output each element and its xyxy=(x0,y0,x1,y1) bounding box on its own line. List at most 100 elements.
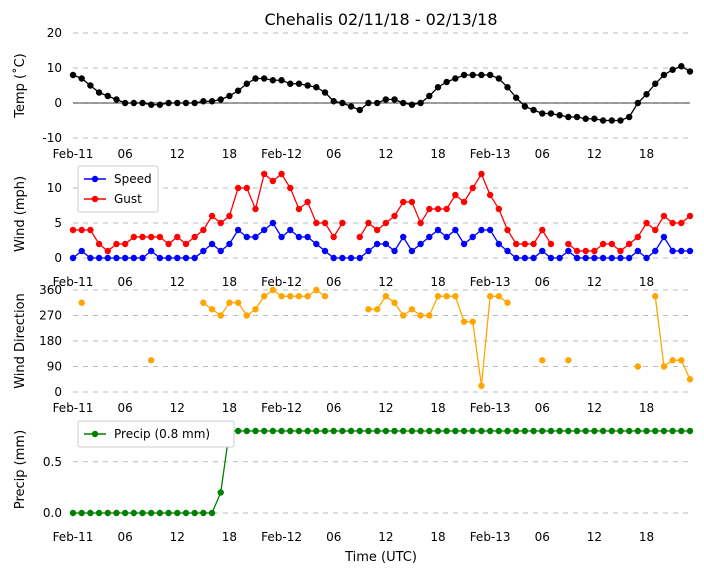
data-point xyxy=(252,75,259,82)
data-point xyxy=(226,92,233,100)
data-point xyxy=(573,254,581,262)
data-point xyxy=(643,91,650,98)
data-point xyxy=(287,80,294,87)
data-point xyxy=(426,312,433,319)
data-point xyxy=(208,212,216,220)
data-point xyxy=(226,240,233,248)
data-point xyxy=(130,233,138,241)
data-point xyxy=(87,82,94,89)
data-point xyxy=(599,427,607,435)
data-point xyxy=(521,240,529,248)
data-point xyxy=(287,184,294,192)
data-point xyxy=(208,509,216,517)
data-point xyxy=(313,240,320,248)
data-point xyxy=(565,113,572,121)
data-point xyxy=(321,293,329,300)
legend-label: Gust xyxy=(114,192,142,206)
data-point xyxy=(504,226,511,234)
data-point xyxy=(148,233,155,241)
data-point xyxy=(200,98,207,105)
data-point xyxy=(295,293,303,300)
data-point xyxy=(139,254,146,262)
data-point xyxy=(365,99,372,107)
data-point xyxy=(625,240,633,248)
data-point xyxy=(591,115,598,122)
data-point xyxy=(339,219,346,227)
data-point xyxy=(408,306,416,313)
data-point xyxy=(434,427,442,435)
x-tick-label: 12 xyxy=(170,275,185,289)
data-point xyxy=(356,106,363,114)
data-point xyxy=(617,117,624,124)
data-point xyxy=(208,98,216,105)
data-point xyxy=(634,99,642,107)
data-point xyxy=(182,509,190,517)
data-point xyxy=(139,99,146,107)
data-point xyxy=(417,427,424,435)
data-point xyxy=(295,80,303,87)
data-point xyxy=(460,240,468,248)
data-point xyxy=(460,71,468,79)
data-point xyxy=(617,254,624,262)
data-point xyxy=(234,184,242,192)
data-point xyxy=(652,80,659,87)
data-point xyxy=(521,254,529,262)
data-point xyxy=(252,427,259,435)
data-point xyxy=(95,240,103,248)
data-point xyxy=(295,205,303,213)
x-tick-label: 06 xyxy=(326,147,341,161)
data-point xyxy=(373,306,381,313)
data-point xyxy=(443,78,450,86)
data-point xyxy=(269,219,277,227)
data-point xyxy=(469,318,476,325)
data-point xyxy=(347,103,355,110)
data-point xyxy=(356,254,363,262)
data-point xyxy=(339,254,346,262)
x-tick-label: 18 xyxy=(639,401,654,415)
data-point xyxy=(530,254,537,262)
data-point xyxy=(174,233,181,241)
legend-label: Precip (0.8 mm) xyxy=(114,427,210,441)
data-point xyxy=(452,427,459,435)
legend-label: Speed xyxy=(114,172,152,186)
data-point xyxy=(443,427,450,435)
data-point xyxy=(121,254,129,262)
x-tick-label: 06 xyxy=(535,401,550,415)
data-point xyxy=(200,226,207,234)
data-point xyxy=(217,489,224,496)
data-point xyxy=(556,427,563,435)
data-point xyxy=(373,240,381,248)
data-point xyxy=(478,170,485,178)
data-point xyxy=(547,427,555,435)
panel-1: -10 0 10 20 Temp (˚C) Feb-11 06 12 18 Feb-12 06 12 1… xyxy=(12,26,694,161)
data-point xyxy=(443,293,450,300)
x-tick-label: 06 xyxy=(326,530,341,544)
data-point xyxy=(278,170,285,178)
data-point xyxy=(625,113,633,121)
data-point xyxy=(582,427,589,435)
x-tick-label: 12 xyxy=(587,147,602,161)
data-point xyxy=(556,112,563,119)
data-point xyxy=(678,247,685,255)
data-point xyxy=(495,240,503,248)
data-point xyxy=(269,177,277,185)
data-point xyxy=(408,247,416,255)
data-point xyxy=(174,509,181,517)
data-point xyxy=(287,427,294,435)
data-point xyxy=(599,254,607,262)
x-tick-label: 18 xyxy=(430,275,445,289)
data-point xyxy=(217,219,224,227)
data-point xyxy=(321,219,329,227)
series-line xyxy=(72,222,690,259)
data-point xyxy=(321,427,329,435)
data-point xyxy=(512,254,520,262)
data-point xyxy=(678,357,685,364)
data-point xyxy=(486,293,494,300)
data-point xyxy=(226,212,233,220)
legend: Speed Gust xyxy=(77,165,159,213)
x-tick-label: Feb-11 xyxy=(53,530,94,544)
data-point xyxy=(269,427,277,435)
data-point xyxy=(643,427,650,435)
data-point xyxy=(565,427,572,435)
